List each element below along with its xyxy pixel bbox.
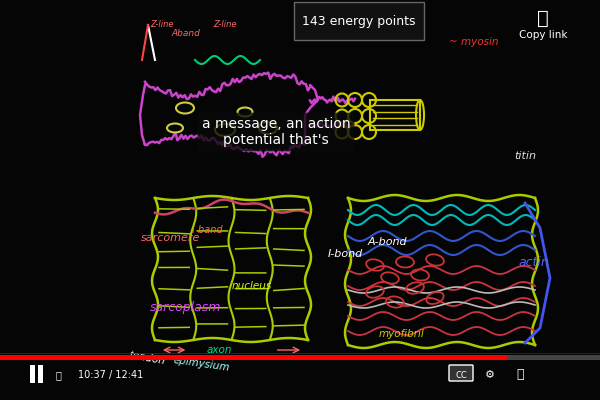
Text: Copy link: Copy link — [519, 30, 567, 40]
Text: ~ myosin: ~ myosin — [449, 37, 499, 47]
Text: I band: I band — [191, 225, 223, 235]
Text: nucleus: nucleus — [232, 281, 272, 291]
Text: epimysium: epimysium — [172, 355, 230, 373]
Bar — [30, 365, 35, 383]
FancyBboxPatch shape — [449, 365, 473, 381]
Text: 143 energy points: 143 energy points — [302, 14, 416, 28]
Text: axon: axon — [206, 345, 232, 355]
Text: ⎘: ⎘ — [537, 8, 549, 28]
Text: I-bond: I-bond — [328, 249, 362, 259]
Text: Z-line: Z-line — [150, 20, 174, 29]
Text: Z-line: Z-line — [363, 20, 387, 29]
Bar — [370, 100, 420, 130]
Bar — [0, 355, 507, 360]
Text: Aband: Aband — [172, 30, 200, 38]
Text: actin: actin — [518, 256, 550, 268]
Text: CC: CC — [455, 370, 467, 380]
Text: myofibril: myofibril — [379, 329, 425, 339]
Text: A-bond: A-bond — [367, 237, 407, 247]
Text: titin: titin — [514, 151, 536, 161]
Text: ⛶: ⛶ — [516, 368, 524, 382]
Text: sarcoplasm: sarcoplasm — [151, 302, 221, 314]
Bar — [0, 355, 600, 360]
Text: a message, an action
potential that's: a message, an action potential that's — [202, 117, 350, 147]
Text: 10:37 / 12:41: 10:37 / 12:41 — [78, 370, 143, 380]
Bar — [294, 2, 424, 40]
Text: Z-line: Z-line — [213, 20, 237, 29]
Text: ⚙: ⚙ — [485, 370, 495, 380]
Text: tendon: tendon — [128, 350, 166, 366]
Bar — [38, 365, 43, 383]
Text: 🔇: 🔇 — [55, 370, 61, 380]
Text: sarcomere: sarcomere — [142, 233, 200, 243]
